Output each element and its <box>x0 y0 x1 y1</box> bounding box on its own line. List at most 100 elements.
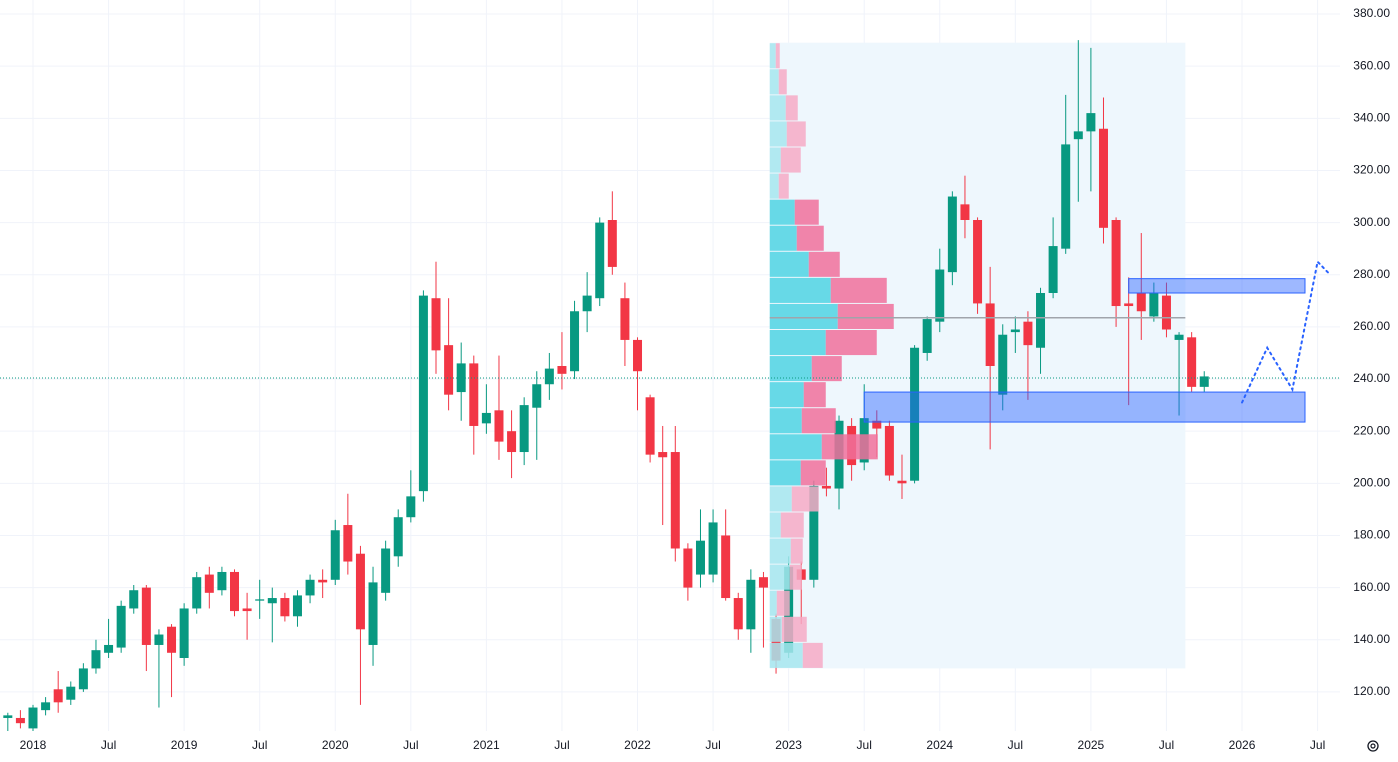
candle-body <box>1023 321 1033 346</box>
candle-body <box>721 535 731 599</box>
profile-down <box>780 147 801 173</box>
candle-body <box>1174 334 1184 340</box>
candle-body <box>91 650 101 669</box>
x-tick-label: Jul <box>554 738 569 752</box>
profile-down <box>803 382 826 408</box>
candle-body <box>1073 131 1083 140</box>
profile-up <box>769 486 792 512</box>
y-tick-label: 260.00 <box>1353 319 1390 333</box>
x-tick-label: 2019 <box>171 738 198 752</box>
candle-body <box>481 412 491 424</box>
candle-body <box>1161 295 1171 330</box>
profile-down <box>780 512 804 538</box>
candle-body <box>708 522 718 575</box>
candle-body <box>267 598 277 604</box>
candle-body <box>1199 376 1209 387</box>
y-tick-label: 180.00 <box>1353 528 1390 542</box>
candle-body <box>242 608 252 612</box>
candle-body <box>15 717 25 724</box>
candle-body <box>192 577 202 609</box>
profile-up <box>769 95 786 121</box>
candle-body <box>217 571 227 591</box>
profile-up <box>769 69 779 95</box>
candle-body <box>381 548 391 593</box>
candle-body <box>431 298 441 351</box>
profile-up <box>769 564 790 590</box>
gear-hub[interactable] <box>1370 743 1376 749</box>
candle-body <box>444 345 454 395</box>
candle-body <box>1036 293 1046 348</box>
x-tick-label: Jul <box>857 738 872 752</box>
candle-body <box>1086 113 1096 132</box>
profile-down <box>825 330 877 356</box>
profile-down <box>776 590 790 616</box>
profile-up <box>769 330 826 356</box>
y-tick-label: 340.00 <box>1353 110 1390 124</box>
x-tick-label: 2024 <box>926 738 953 752</box>
candle-body <box>305 579 315 596</box>
profile-up <box>769 642 803 668</box>
candle-body <box>519 405 529 453</box>
profile-down <box>778 173 789 199</box>
candle-body <box>456 363 466 393</box>
candle-body <box>418 295 428 492</box>
candle-body <box>1098 128 1108 228</box>
candle-body <box>998 334 1008 395</box>
candle-body <box>985 303 995 366</box>
candle-body <box>292 595 302 617</box>
zone <box>1128 278 1306 294</box>
candle-body <box>3 715 13 718</box>
profile-down <box>794 199 819 225</box>
candle-body <box>821 485 831 489</box>
profile-up <box>769 616 782 642</box>
x-tick-label: Jul <box>1310 738 1325 752</box>
candle-body <box>1187 337 1197 387</box>
candle-body <box>1124 303 1134 307</box>
x-tick-label: Jul <box>1159 738 1174 752</box>
candle-body <box>406 496 416 518</box>
candle-body <box>78 668 88 690</box>
profile-down <box>790 538 803 564</box>
candle-body <box>935 269 945 322</box>
x-tick-label: Jul <box>1008 738 1023 752</box>
candle-body <box>570 311 580 372</box>
candle-body <box>318 579 328 583</box>
profile-down <box>830 277 887 303</box>
profile-up <box>769 43 776 69</box>
candle-body <box>393 517 403 557</box>
candle-body <box>872 420 882 429</box>
x-tick-label: Jul <box>705 738 720 752</box>
candle-body <box>469 363 479 426</box>
candle-body <box>204 574 214 593</box>
zone <box>863 391 1306 423</box>
x-tick-label: Jul <box>403 738 418 752</box>
profile-down <box>800 460 826 486</box>
y-tick-label: 300.00 <box>1353 215 1390 229</box>
gear-ring[interactable] <box>1367 740 1379 752</box>
candle-body <box>116 605 126 648</box>
candle-body <box>620 298 630 340</box>
profile-up <box>769 382 804 408</box>
candle-body <box>645 397 655 455</box>
profile-down <box>775 43 780 69</box>
profile-down <box>821 434 878 460</box>
candle-body <box>595 222 605 299</box>
y-tick-label: 220.00 <box>1353 423 1390 437</box>
candle-body <box>66 686 76 700</box>
profile-up <box>769 251 809 277</box>
profile-down <box>811 356 842 382</box>
candle-body <box>154 634 164 645</box>
candle-body <box>670 452 680 549</box>
x-tick-label: Jul <box>101 738 116 752</box>
settings-icon[interactable] <box>1367 740 1379 752</box>
candle-body <box>1061 144 1071 249</box>
candle-body <box>947 196 957 273</box>
profile-up <box>769 538 791 564</box>
candle-body <box>1048 246 1058 293</box>
candle-body <box>343 525 353 562</box>
profile-up <box>769 434 822 460</box>
candle-body <box>104 644 114 653</box>
x-tick-label: Jul <box>252 738 267 752</box>
profile-down <box>802 642 823 668</box>
candle-body <box>507 431 517 453</box>
